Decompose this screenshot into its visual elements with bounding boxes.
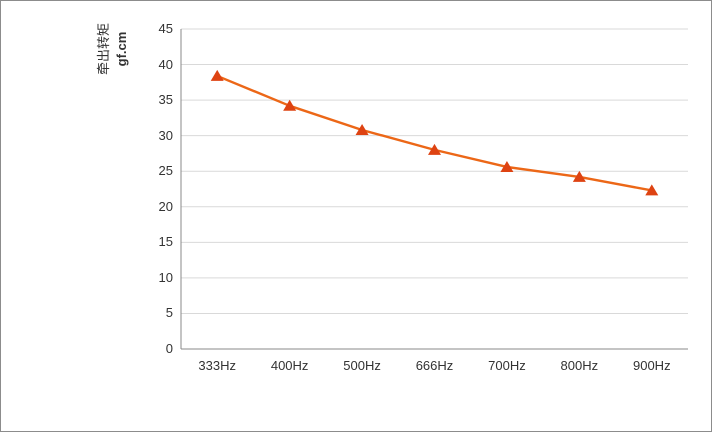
data-point-marker bbox=[210, 69, 224, 81]
data-point-marker bbox=[645, 184, 659, 196]
x-category-label: 700Hz bbox=[488, 358, 526, 373]
x-category-label: 333Hz bbox=[198, 358, 236, 373]
y-tick-label: 35 bbox=[158, 92, 173, 108]
data-point-marker bbox=[572, 170, 586, 182]
y-tick-label: 10 bbox=[158, 269, 173, 285]
data-point-marker bbox=[500, 160, 514, 172]
x-category-label: 500Hz bbox=[343, 358, 381, 373]
y-tick-label: 40 bbox=[158, 56, 173, 72]
data-point-marker bbox=[428, 143, 441, 155]
y-axis-title-text: 牵出转矩 bbox=[96, 23, 111, 76]
y-tick-label: 5 bbox=[165, 305, 173, 321]
y-tick-label: 30 bbox=[158, 127, 173, 143]
y-tick-label: 20 bbox=[158, 198, 173, 214]
x-category-label: 800Hz bbox=[560, 358, 599, 373]
x-category-label: 900Hz bbox=[632, 358, 671, 373]
y-tick-label: 25 bbox=[158, 163, 173, 179]
y-tick-label: 45 bbox=[158, 21, 173, 36]
y-axis-title: 牵出转矩 gf.cm bbox=[95, 13, 131, 85]
x-category-label: 400Hz bbox=[270, 358, 309, 373]
data-point-marker bbox=[283, 99, 297, 111]
x-category-label: 666Hz bbox=[415, 358, 454, 373]
y-tick-label: 15 bbox=[158, 234, 173, 250]
y-axis-unit-text: gf.cm bbox=[114, 31, 129, 67]
series-line bbox=[216, 74, 653, 192]
y-tick-label: 0 bbox=[165, 341, 173, 356]
data-point-marker bbox=[355, 123, 369, 135]
